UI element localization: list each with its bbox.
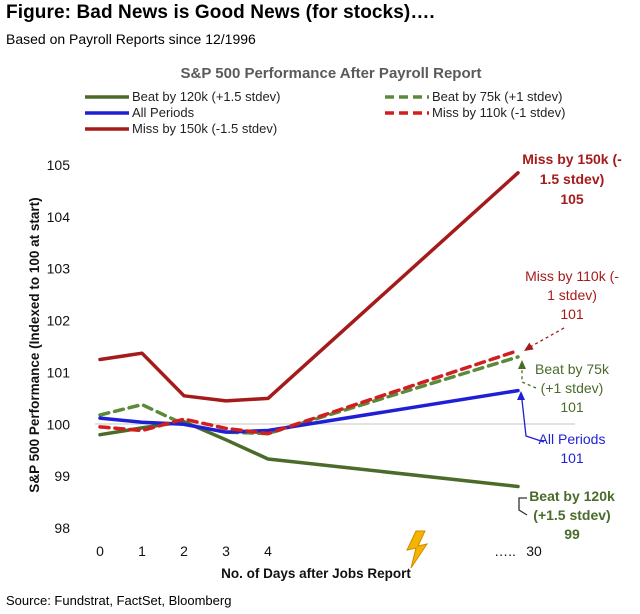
chart-series (98, 171, 520, 489)
annotation-text: Beat by 120k (529, 488, 615, 504)
pointer-beat-120k (518, 497, 528, 516)
annotation-pointers (517, 327, 565, 516)
series-line-miss-by-150k-1-5-stdev (98, 171, 520, 403)
pointer-head-miss-110k (524, 342, 534, 351)
x-tick-label: 1 (138, 543, 146, 559)
legend-label-miss-by-150k-1-5-stdev: Miss by 150k (-1.5 stdev) (132, 121, 277, 136)
y-axis-ticks: 98 99 100 101 102 103 104 105 (47, 157, 71, 536)
annotation-text: 1 stdev) (547, 287, 597, 303)
x-axis-label: No. of Days after Jobs Report (221, 566, 411, 581)
annotation-text: 101 (560, 399, 584, 415)
series-line-beat-by-120k-1-5-stdev (98, 419, 520, 489)
y-tick-label: 104 (47, 209, 71, 225)
legend-label-beat-by-120k-1-5-stdev: Beat by 120k (+1.5 stdev) (132, 89, 281, 104)
series-line-miss-by-110k-1-stdev (98, 348, 520, 436)
pointer-all-periods (521, 399, 545, 443)
annotation-text: Miss by 110k (- (525, 268, 619, 284)
y-tick-label: 105 (47, 157, 71, 173)
x-tick-label: 3 (222, 543, 230, 559)
annotation-text: Miss by 150k (- (522, 151, 622, 167)
pointer-beat-75k (521, 368, 537, 389)
annotation-text: 1.5 stdev) (540, 171, 605, 187)
x-tick-label: 30 (526, 543, 542, 559)
source-note: Source: Fundstrat, FactSet, Bloomberg (6, 593, 232, 608)
x-tick-label: 0 (96, 543, 104, 559)
lightning-bolt-icon (406, 530, 429, 569)
x-tick-label: ….. (494, 543, 516, 559)
pointer-head-beat-75k (518, 360, 526, 369)
y-tick-label: 103 (47, 261, 71, 277)
y-tick-label: 98 (54, 520, 70, 536)
y-tick-label: 99 (54, 468, 70, 484)
figure-subtitle: Based on Payroll Reports since 12/1996 (6, 31, 256, 47)
annotation-text: (+1.5 stdev) (533, 507, 610, 523)
chart-annotations: Miss by 150k (- 1.5 stdev) 105 Miss by 110k… (522, 151, 622, 542)
annotation-text: 105 (560, 191, 584, 207)
pointer-miss-110k (529, 327, 565, 348)
pointer-head-all-periods (517, 391, 525, 400)
annotation-text: 101 (560, 306, 584, 322)
chart-legend: Beat by 120k (+1.5 stdev)All PeriodsMiss… (85, 89, 565, 136)
figure-title: Figure: Bad News is Good News (for stock… (6, 2, 435, 23)
annotation-text: 101 (560, 450, 584, 466)
y-tick-label: 102 (47, 313, 71, 329)
series-line-all-periods (98, 388, 520, 434)
y-tick-label: 100 (47, 416, 71, 432)
annotation-text: (+1 stdev) (541, 380, 604, 396)
y-tick-label: 101 (47, 364, 71, 380)
x-axis-ticks: 0 1 2 3 4 ….. 30 (96, 543, 542, 559)
legend-label-beat-by-75k-1-stdev: Beat by 75k (+1 stdev) (432, 89, 562, 104)
y-axis-label: S&P 500 Performance (Indexed to 100 at s… (27, 197, 42, 492)
annotation-text: Beat by 75k (535, 361, 610, 377)
legend-label-all-periods: All Periods (132, 105, 195, 120)
x-tick-label: 2 (180, 543, 188, 559)
annotation-text: All Periods (539, 431, 606, 447)
annotation-text: 99 (564, 526, 580, 542)
legend-label-miss-by-110k-1-stdev: Miss by 110k (-1 stdev) (432, 105, 565, 120)
chart-title: S&P 500 Performance After Payroll Report (181, 65, 482, 82)
x-tick-label: 4 (264, 543, 272, 559)
